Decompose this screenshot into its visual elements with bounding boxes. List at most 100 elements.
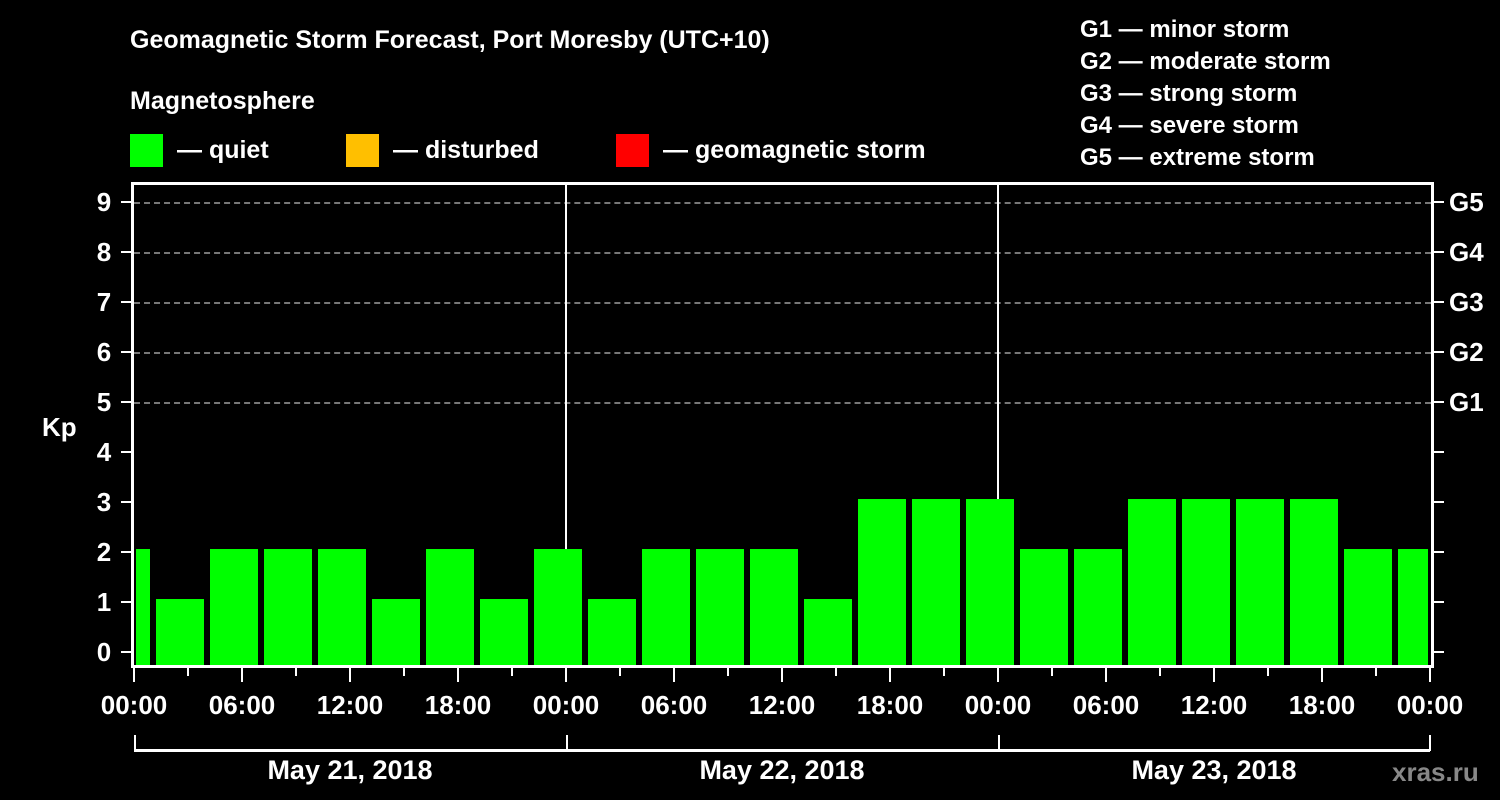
y-tick	[121, 251, 131, 253]
x-tick-label: 00:00	[964, 690, 1032, 720]
kp-bar	[696, 549, 744, 665]
kp-bar	[156, 599, 204, 665]
x-tick-minor	[1051, 668, 1053, 676]
y-tick-label: 3	[96, 487, 112, 517]
kp-bar	[588, 599, 636, 665]
kp-bar	[480, 599, 528, 665]
x-tick-major	[997, 668, 999, 682]
x-tick-minor	[727, 668, 729, 676]
day-bracket-end	[1429, 735, 1431, 751]
chart-title: Geomagnetic Storm Forecast, Port Moresby…	[130, 26, 770, 54]
kp-bar	[858, 499, 906, 665]
kp-bar	[426, 549, 474, 665]
y-tick-label: 1	[96, 587, 112, 617]
x-tick-minor	[187, 668, 189, 676]
kp-bar	[534, 549, 582, 665]
gridline	[134, 302, 1431, 304]
legend-disturbed: — disturbed	[346, 133, 539, 167]
y-tick-label: 5	[96, 387, 112, 417]
y-tick	[121, 201, 131, 203]
kp-bar	[210, 549, 258, 665]
x-tick-label: 00:00	[100, 690, 168, 720]
day-bracket	[998, 735, 1430, 752]
kp-bar	[912, 499, 960, 665]
x-tick-label: 00:00	[1396, 690, 1464, 720]
x-tick-major	[781, 668, 783, 682]
storm-scale-legend: G1 — minor storm G2 — moderate storm G3 …	[1080, 14, 1331, 174]
kp-bar	[804, 599, 852, 665]
x-tick-label: 18:00	[1288, 690, 1356, 720]
kp-bar	[1020, 549, 1068, 665]
x-tick-major	[457, 668, 459, 682]
x-tick-major	[1321, 668, 1323, 682]
x-tick-major	[241, 668, 243, 682]
x-tick-minor	[835, 668, 837, 676]
y-tick-right	[1434, 251, 1444, 253]
watermark: xras.ru	[1392, 757, 1479, 787]
x-tick-label: 06:00	[1072, 690, 1140, 720]
storm-scale-g4: G4 — severe storm	[1080, 112, 1299, 139]
x-tick-minor	[1159, 668, 1161, 676]
x-tick-minor	[943, 668, 945, 676]
gridline	[134, 352, 1431, 354]
x-tick-minor	[295, 668, 297, 676]
y-tick-right	[1434, 551, 1444, 553]
y-tick-label: 6	[96, 337, 112, 367]
y-tick	[121, 401, 131, 403]
legend-label: — quiet	[177, 135, 269, 164]
gridline	[134, 252, 1431, 254]
kp-bar	[750, 549, 798, 665]
g-scale-label: G4	[1449, 237, 1484, 267]
kp-bar	[966, 499, 1014, 665]
y-tick-right	[1434, 201, 1444, 203]
y-tick-label: 7	[96, 287, 112, 317]
x-tick-label: 06:00	[640, 690, 708, 720]
y-tick-right	[1434, 301, 1444, 303]
kp-bar	[1236, 499, 1284, 665]
storm-scale-g1: G1 — minor storm	[1080, 16, 1290, 43]
g-scale-label: G2	[1449, 337, 1484, 367]
disturbed-swatch	[346, 133, 379, 167]
day-label: May 23, 2018	[1131, 755, 1297, 785]
kp-bar	[264, 549, 312, 665]
x-tick-minor	[403, 668, 405, 676]
y-tick-right	[1434, 401, 1444, 403]
y-tick-right	[1434, 351, 1444, 353]
x-tick-minor	[1267, 668, 1269, 676]
x-tick-label: 12:00	[1180, 690, 1248, 720]
x-tick-minor	[1375, 668, 1377, 676]
x-tick-minor	[619, 668, 621, 676]
kp-bar	[318, 549, 366, 665]
kp-bar	[1290, 499, 1338, 665]
kp-bar	[1074, 549, 1122, 665]
y-tick	[121, 501, 131, 503]
x-tick-label: 18:00	[424, 690, 492, 720]
x-tick-label: 06:00	[208, 690, 276, 720]
plot-area	[131, 182, 1434, 668]
kp-bar	[1182, 499, 1230, 665]
g-scale-label: G1	[1449, 387, 1484, 417]
y-tick-label: 0	[96, 637, 112, 667]
y-tick	[121, 351, 131, 353]
legend-storm: — geomagnetic storm	[616, 133, 926, 167]
kp-bar	[1398, 549, 1428, 665]
day-label: May 22, 2018	[699, 755, 865, 785]
day-separator	[565, 185, 567, 665]
gridline	[134, 402, 1431, 404]
g-scale-label: G5	[1449, 187, 1484, 217]
storm-scale-g3: G3 — strong storm	[1080, 80, 1298, 107]
y-tick-label: 4	[96, 437, 112, 467]
x-tick-major	[1105, 668, 1107, 682]
y-tick-label: 2	[96, 537, 112, 567]
kp-bar	[136, 549, 150, 665]
x-tick-major	[349, 668, 351, 682]
gridline	[134, 202, 1431, 204]
y-tick-right	[1434, 451, 1444, 453]
day-separator	[997, 185, 999, 665]
storm-scale-g5: G5 — extreme storm	[1080, 144, 1315, 171]
y-tick-label: 8	[96, 237, 112, 267]
storm-swatch	[616, 133, 649, 167]
storm-scale-g2: G2 — moderate storm	[1080, 48, 1331, 75]
y-tick-label: 9	[96, 187, 112, 217]
day-bracket	[134, 735, 566, 752]
